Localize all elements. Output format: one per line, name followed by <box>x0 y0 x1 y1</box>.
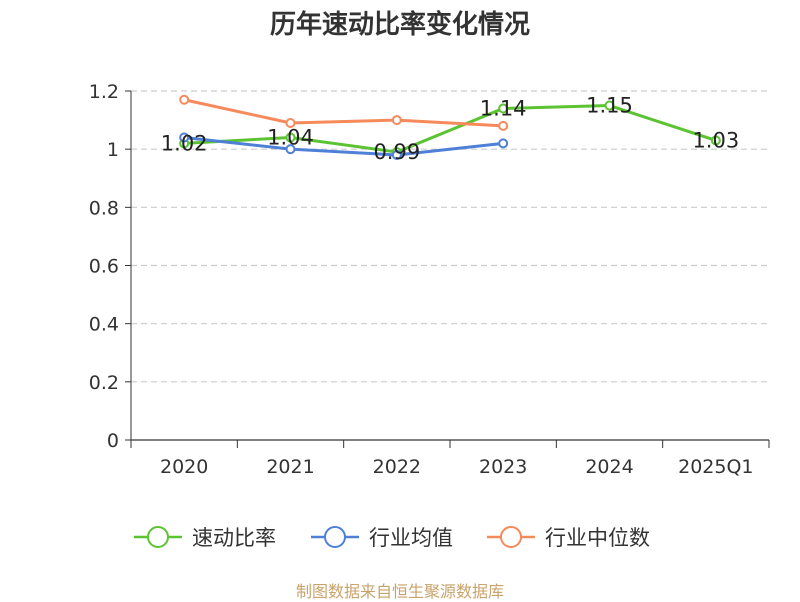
data-point <box>179 132 190 143</box>
grid-lines <box>131 90 769 383</box>
x-tick-label: 2021 <box>266 456 314 478</box>
data-point <box>285 144 296 155</box>
data-label: 0.99 <box>373 140 420 164</box>
legend-marker <box>500 526 522 548</box>
y-tick-label: 0.6 <box>89 256 119 278</box>
x-tick-label: 2025Q1 <box>678 456 753 478</box>
data-labels: 1.02 1.04 0.99 1.14 1.15 1.03 <box>161 94 739 165</box>
source-note: 制图数据来自恒生聚源数据库 <box>295 582 504 601</box>
series-lines <box>179 94 721 160</box>
data-label: 1.03 <box>692 128 739 152</box>
data-label: 1.04 <box>267 126 314 150</box>
legend-item-2[interactable]: 行业均值 <box>311 526 453 550</box>
y-tick-label: 0.2 <box>89 372 119 394</box>
data-point <box>391 115 402 126</box>
data-point <box>498 138 509 149</box>
series-line <box>184 136 504 157</box>
legend-marker <box>324 526 346 548</box>
data-point <box>498 103 509 114</box>
data-point <box>285 117 296 128</box>
x-tick-label: 2024 <box>585 456 633 478</box>
axes: 0 0.2 0.4 0.6 0.8 1 1.2 2020 2021 2022 2023 2024 202… <box>89 81 770 478</box>
legend-label: 行业均值 <box>369 526 453 550</box>
y-tick-label: 0.8 <box>89 197 119 219</box>
data-label: 1.15 <box>586 94 633 118</box>
y-tick-label: 1 <box>107 139 119 161</box>
x-tick-label: 2022 <box>373 456 421 478</box>
legend-item-3[interactable]: 行业中位数 <box>487 526 650 550</box>
y-tick-label: 0.4 <box>89 314 119 336</box>
legend-label: 速动比率 <box>192 526 276 550</box>
data-point <box>391 149 402 160</box>
data-point <box>285 132 296 143</box>
legend: 速动比率 行业均值 行业中位数 <box>134 526 650 550</box>
data-point <box>179 94 190 105</box>
series-1 <box>179 100 721 158</box>
legend-marker <box>147 526 169 548</box>
series-2 <box>179 132 509 160</box>
data-point <box>710 135 721 146</box>
data-label: 1.14 <box>480 96 527 120</box>
y-tick-label: 0 <box>107 430 119 452</box>
legend-label: 行业中位数 <box>545 526 650 550</box>
legend-item-1[interactable]: 速动比率 <box>134 526 276 550</box>
data-point <box>604 100 615 111</box>
y-tick-label: 1.2 <box>89 81 119 103</box>
x-tick-label: 2020 <box>160 456 208 478</box>
series-3 <box>179 94 509 131</box>
series-line <box>184 104 717 154</box>
data-label: 1.02 <box>161 131 208 155</box>
series-line <box>183 98 504 128</box>
chart-title: 历年速动比率变化情况 <box>269 10 530 40</box>
x-tick-label: 2023 <box>479 456 527 478</box>
data-point <box>498 120 509 131</box>
